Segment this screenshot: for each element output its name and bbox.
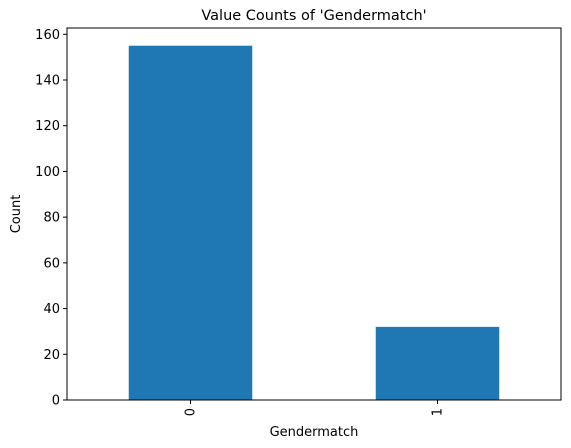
- bar-0: [128, 45, 253, 400]
- y-tick-label: 140: [35, 74, 60, 89]
- chart-title: Value Counts of 'Gendermatch': [201, 8, 426, 24]
- y-axis: 0 20 40 60 80 100 120 140 160: [35, 28, 67, 409]
- y-tick-label: 120: [35, 119, 60, 134]
- y-tick-label: 60: [43, 256, 60, 271]
- x-axis-label: Gendermatch: [270, 425, 359, 440]
- bar-1: [375, 326, 500, 400]
- x-tick-label: 1: [431, 408, 446, 416]
- bars-group: [128, 45, 500, 400]
- y-tick-label: 100: [35, 165, 60, 180]
- y-tick-label: 20: [43, 348, 60, 363]
- plot-frame: [66, 27, 562, 401]
- y-axis-label: Count: [9, 195, 24, 234]
- y-tick-label: 0: [52, 394, 60, 409]
- y-tick-label: 40: [43, 302, 60, 317]
- y-tick-label: 80: [43, 211, 60, 226]
- y-tick-label: 160: [35, 28, 60, 43]
- x-tick-label: 0: [184, 408, 199, 416]
